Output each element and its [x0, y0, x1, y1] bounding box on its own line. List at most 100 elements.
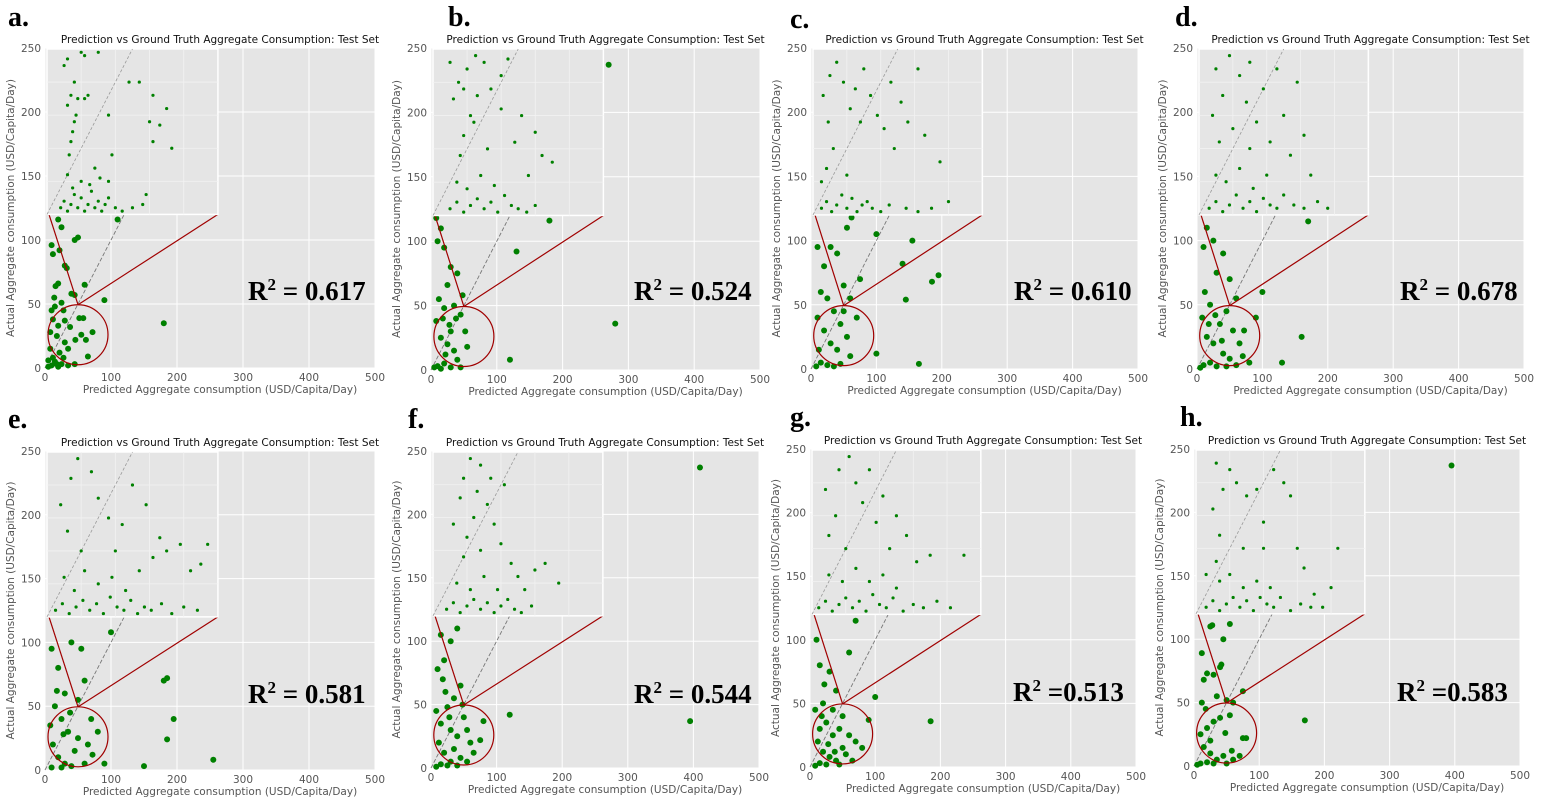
y-axis-label: Actual Aggregate consumption (USD/Capita… — [391, 481, 403, 739]
x-tick-label: 100 — [1249, 770, 1269, 782]
inset-data-point — [519, 610, 523, 615]
inset-data-point — [1211, 507, 1215, 511]
data-point — [825, 741, 832, 748]
inset-data-point — [835, 60, 839, 64]
chart-title: Prediction vs Ground Truth Aggregate Con… — [61, 34, 379, 46]
inset-data-point — [850, 606, 855, 610]
inset-data-point — [1312, 592, 1316, 596]
inset-background — [811, 449, 982, 616]
data-point — [1210, 760, 1217, 767]
inset-data-point — [1245, 494, 1249, 498]
data-point — [1218, 337, 1225, 344]
data-point — [852, 738, 859, 745]
x-tick-label: 100 — [101, 774, 121, 786]
panel-label: f. — [408, 404, 424, 435]
data-point — [437, 365, 444, 372]
y-tick-label: 150 — [1170, 571, 1190, 583]
data-point — [1197, 364, 1204, 371]
x-tick-label: 400 — [1061, 771, 1081, 783]
data-point — [824, 362, 831, 369]
x-axis-label: Predicted Aggregate consumption (USD/Cap… — [846, 783, 1120, 795]
data-point — [457, 754, 464, 761]
inset-data-point — [901, 609, 905, 613]
inset-data-point — [199, 562, 203, 566]
inset-data-point — [887, 203, 891, 207]
data-point — [605, 61, 612, 68]
r-squared-label: R2 = 0.544 — [634, 678, 752, 709]
inset-data-point — [465, 187, 469, 191]
data-point — [439, 676, 446, 683]
zoom-connector-line — [48, 616, 79, 708]
inset-data-point — [1241, 206, 1245, 210]
reference-line — [44, 214, 125, 369]
data-point — [160, 677, 167, 684]
inset-data-point — [1221, 93, 1225, 98]
inset-data-point — [1217, 140, 1221, 144]
inset-data-point — [79, 196, 83, 200]
data-point — [441, 360, 448, 367]
inset-data-point — [894, 586, 899, 590]
data-point — [1204, 724, 1211, 731]
data-point — [915, 360, 922, 367]
inset-data-point — [458, 610, 462, 615]
inset-data-point — [921, 606, 926, 610]
inset-data-point — [96, 199, 100, 203]
inset-data-point — [888, 547, 892, 551]
data-point — [48, 645, 55, 652]
data-point — [49, 354, 56, 361]
data-point — [454, 733, 461, 740]
zoom-inset — [1195, 449, 1366, 615]
data-point — [434, 238, 441, 245]
inset-data-point — [881, 494, 885, 498]
inset-data-point — [867, 579, 872, 584]
inset-data-point — [1238, 73, 1242, 78]
zoom-inset — [46, 451, 219, 618]
inset-data-point — [461, 555, 466, 559]
data-point — [114, 216, 121, 223]
inset-data-point — [465, 535, 469, 539]
inset-data-point — [492, 183, 496, 188]
r-squared-superscript: 2 — [654, 678, 663, 697]
inset-data-point — [86, 93, 90, 97]
inset-data-point — [479, 173, 483, 178]
data-point — [821, 327, 828, 334]
y-tick-label: 150 — [407, 172, 427, 184]
x-tick-label: 300 — [997, 373, 1017, 385]
x-tick-label: 100 — [487, 374, 507, 386]
zoom-connector-line — [434, 215, 465, 307]
inset-data-point — [151, 555, 155, 560]
data-point — [846, 649, 853, 656]
x-tick-label: 400 — [1063, 373, 1083, 385]
r-squared-value: = 0.544 — [662, 679, 752, 709]
inset-data-point — [1231, 595, 1235, 600]
inset-data-point — [1248, 60, 1252, 64]
inset-reference-line — [811, 449, 897, 615]
inset-data-point — [892, 146, 896, 151]
data-point — [834, 250, 841, 257]
inset-data-point — [1214, 559, 1218, 564]
panel-label: h. — [1180, 402, 1203, 433]
y-tick-label: 150 — [786, 571, 806, 583]
inset-data-point — [1218, 533, 1222, 537]
inset-data-point — [1221, 210, 1225, 214]
inset-data-point — [482, 574, 486, 579]
x-tick-label: 200 — [167, 372, 187, 384]
inset-background — [1198, 48, 1370, 216]
inset-data-point — [826, 120, 830, 124]
data-point — [826, 753, 833, 760]
data-point — [80, 315, 87, 322]
inset-data-point — [178, 542, 182, 546]
inset-data-point — [451, 97, 456, 101]
r-squared-superscript: 2 — [1034, 275, 1043, 294]
data-point — [814, 738, 821, 745]
data-point — [827, 244, 834, 251]
data-point — [829, 732, 836, 739]
data-point — [927, 718, 934, 725]
inset-data-point — [468, 113, 473, 118]
data-point — [687, 718, 694, 725]
data-point — [71, 747, 78, 754]
y-tick-label: 200 — [21, 510, 41, 522]
data-point — [1239, 735, 1246, 742]
data-point — [823, 761, 830, 768]
x-axis-label: Predicted Aggregate consumption (USD/Cap… — [1233, 385, 1507, 397]
